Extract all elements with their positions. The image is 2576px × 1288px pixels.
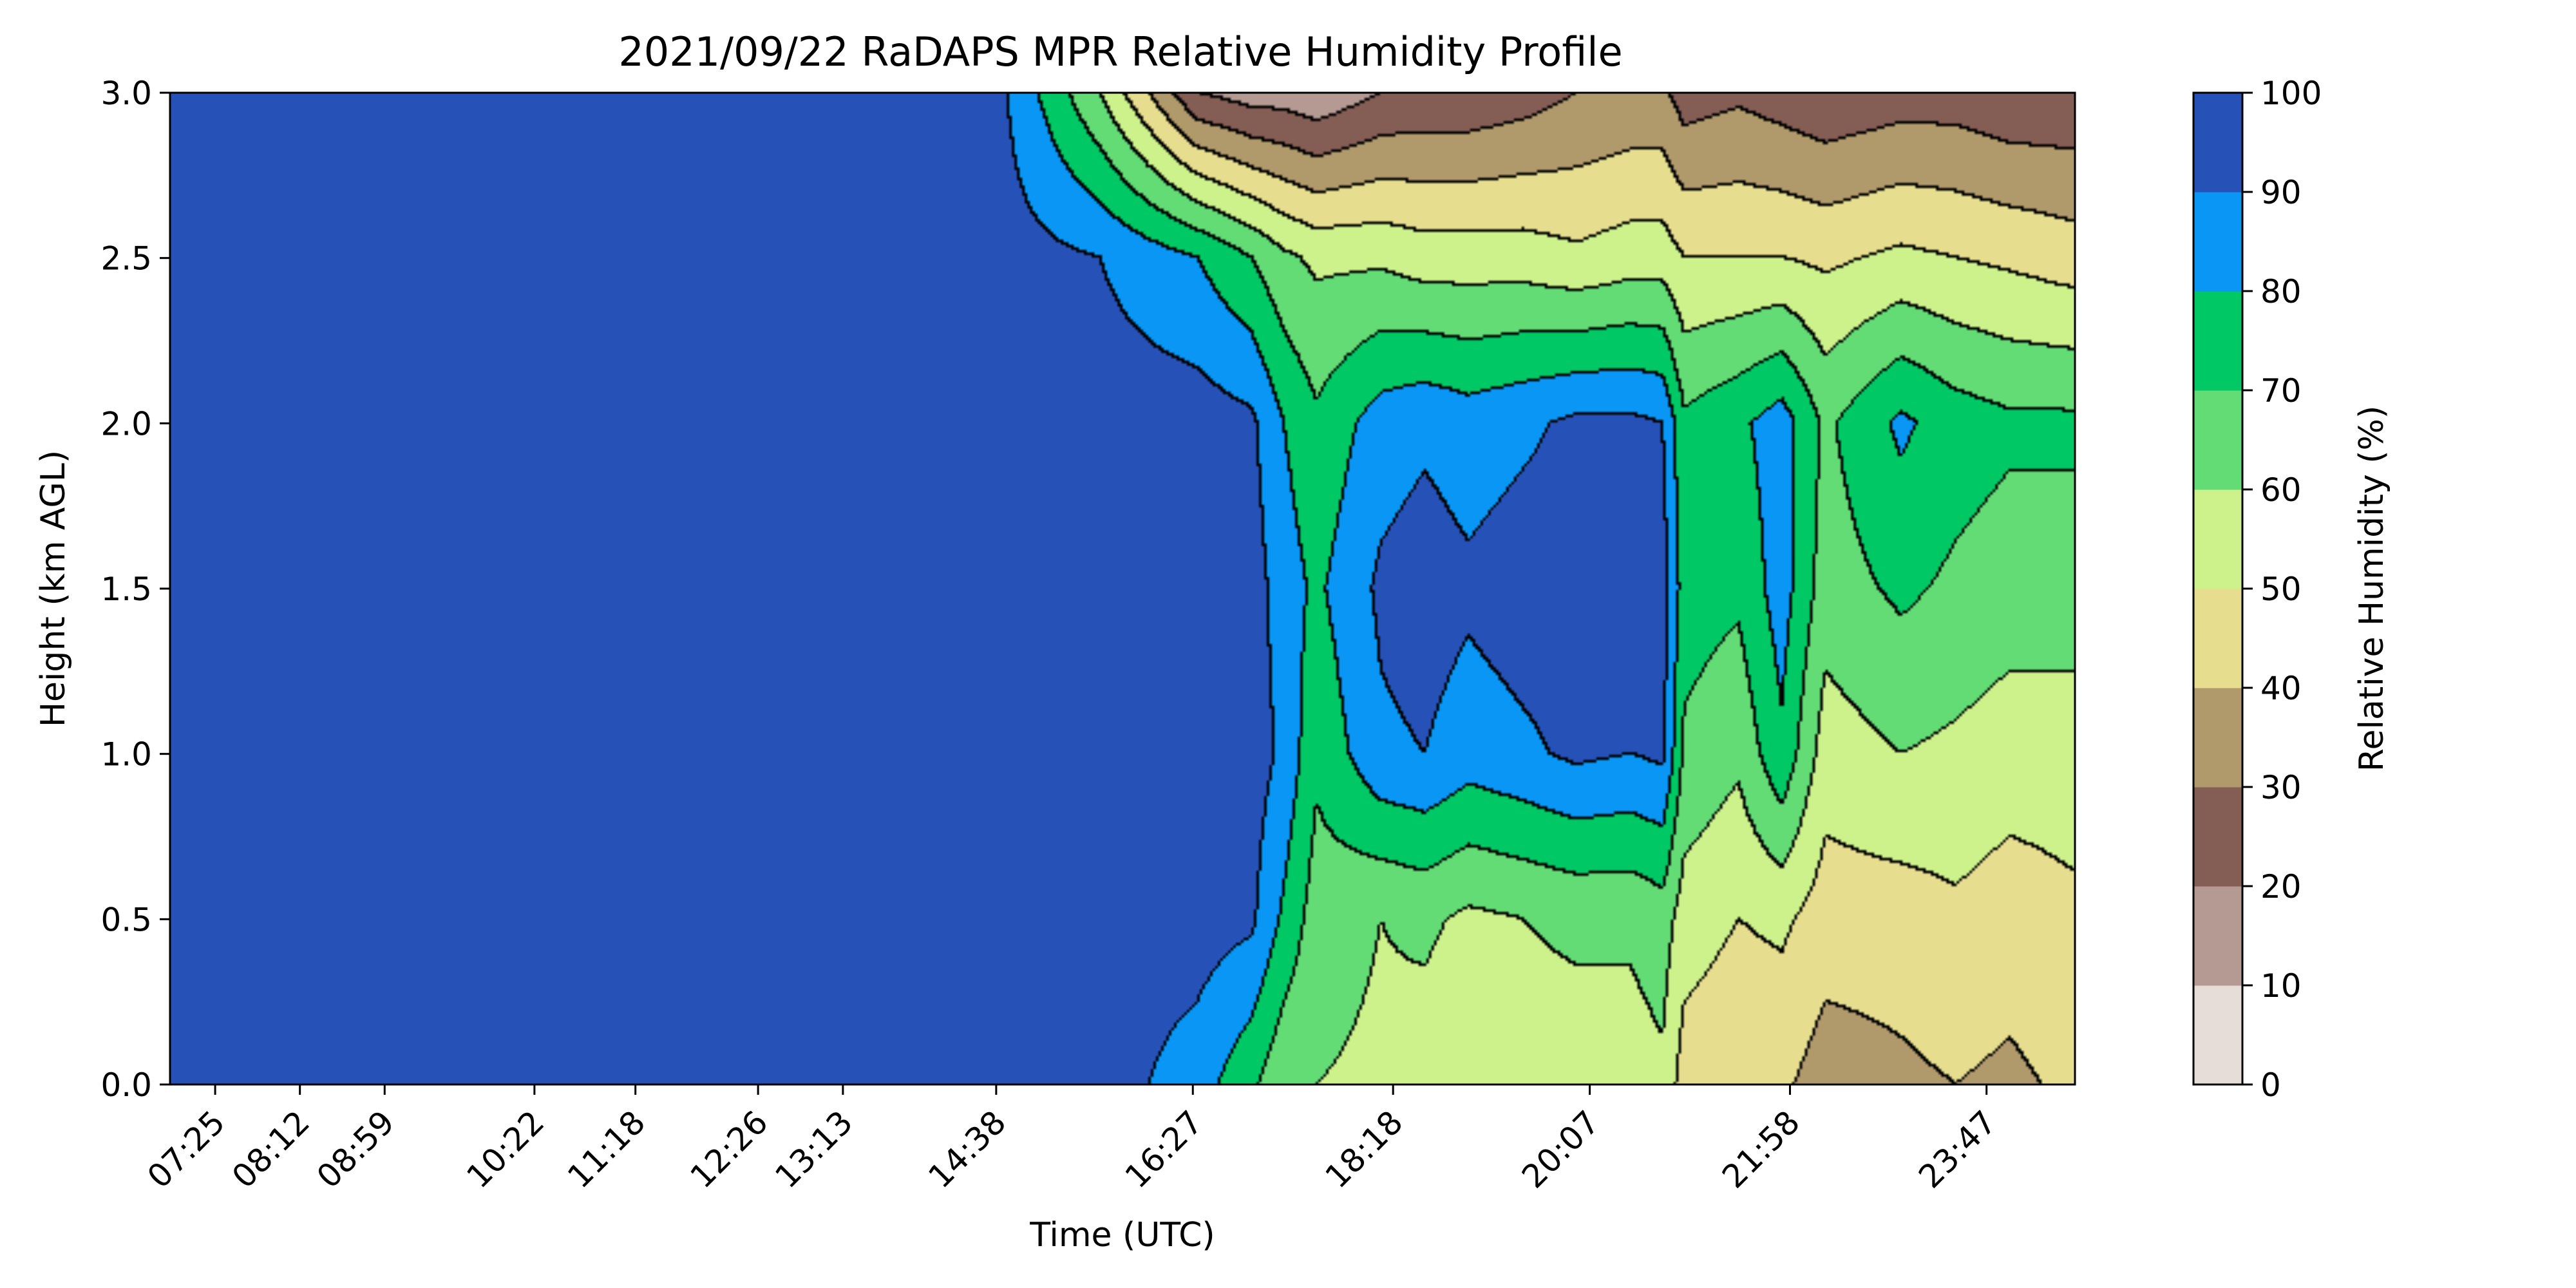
x-tick-label: 18:18 xyxy=(1318,1103,1410,1195)
colorbar-tick-label: 30 xyxy=(2260,769,2302,806)
colorbar-segment xyxy=(2193,291,2242,391)
y-tick-label: 1.5 xyxy=(100,571,152,608)
colorbar-tick-label: 40 xyxy=(2260,670,2302,707)
x-tick-label: 12:26 xyxy=(683,1103,775,1195)
y-tick-label: 0.5 xyxy=(100,901,152,938)
y-tick-label: 3.0 xyxy=(100,75,152,112)
x-tick-label: 10:22 xyxy=(459,1103,551,1195)
colorbar-segment xyxy=(2193,390,2242,490)
colorbar-label: Relative Humidity (%) xyxy=(2353,406,2391,772)
colorbar-tick-label: 80 xyxy=(2260,273,2302,310)
colorbar-segment xyxy=(2193,688,2242,788)
colorbar-tick-label: 60 xyxy=(2260,471,2302,509)
colorbar-segment xyxy=(2193,589,2242,688)
colorbar-tick-label: 20 xyxy=(2260,868,2302,905)
y-tick-label: 0.0 xyxy=(100,1066,152,1104)
colorbar-segment xyxy=(2193,489,2242,589)
colorbar-segment xyxy=(2193,192,2242,292)
x-tick-label: 14:38 xyxy=(921,1103,1013,1195)
colorbar-segment xyxy=(2193,93,2242,193)
colorbar-tick-label: 90 xyxy=(2260,174,2302,211)
y-axis: 0.0 0.5 1.0 1.5 2.0 2.5 3.0 xyxy=(100,75,170,1104)
x-tick-label: 20:07 xyxy=(1515,1103,1607,1195)
rh-contour-field xyxy=(170,93,2075,1084)
colorbar-segment xyxy=(2193,886,2242,986)
y-tick-label: 1.0 xyxy=(100,736,152,773)
y-tick-label: 2.5 xyxy=(100,240,152,278)
colorbar-tick-label: 0 xyxy=(2260,1066,2281,1104)
plot-area xyxy=(169,91,2076,1086)
x-axis-label: Time (UTC) xyxy=(1029,1216,1215,1255)
x-tick-label: 11:18 xyxy=(560,1103,652,1195)
y-axis-label: Height (km AGL) xyxy=(34,450,73,727)
colorbar-tick-label: 70 xyxy=(2260,372,2302,410)
colorbar-tick-label: 50 xyxy=(2260,571,2302,608)
colorbar-tick-label: 10 xyxy=(2260,967,2302,1005)
x-tick-label: 08:59 xyxy=(310,1103,402,1195)
colorbar-tick-label: 100 xyxy=(2260,75,2322,112)
y-tick-label: 2.0 xyxy=(100,405,152,442)
x-tick-label: 13:13 xyxy=(768,1103,860,1195)
x-tick-label: 08:12 xyxy=(225,1103,317,1195)
colorbar: 0 10 20 30 40 50 60 70 80 90 100 xyxy=(2192,75,2322,1104)
colorbar-segment xyxy=(2193,787,2242,887)
x-tick-label: 16:27 xyxy=(1118,1103,1210,1195)
colorbar-segment xyxy=(2193,985,2242,1085)
x-tick-label: 21:58 xyxy=(1715,1103,1807,1195)
x-tick-label: 07:25 xyxy=(140,1103,232,1195)
x-tick-label: 23:47 xyxy=(1911,1103,2003,1195)
chart-title: 2021/09/22 RaDAPS MPR Relative Humidity … xyxy=(618,28,1622,75)
